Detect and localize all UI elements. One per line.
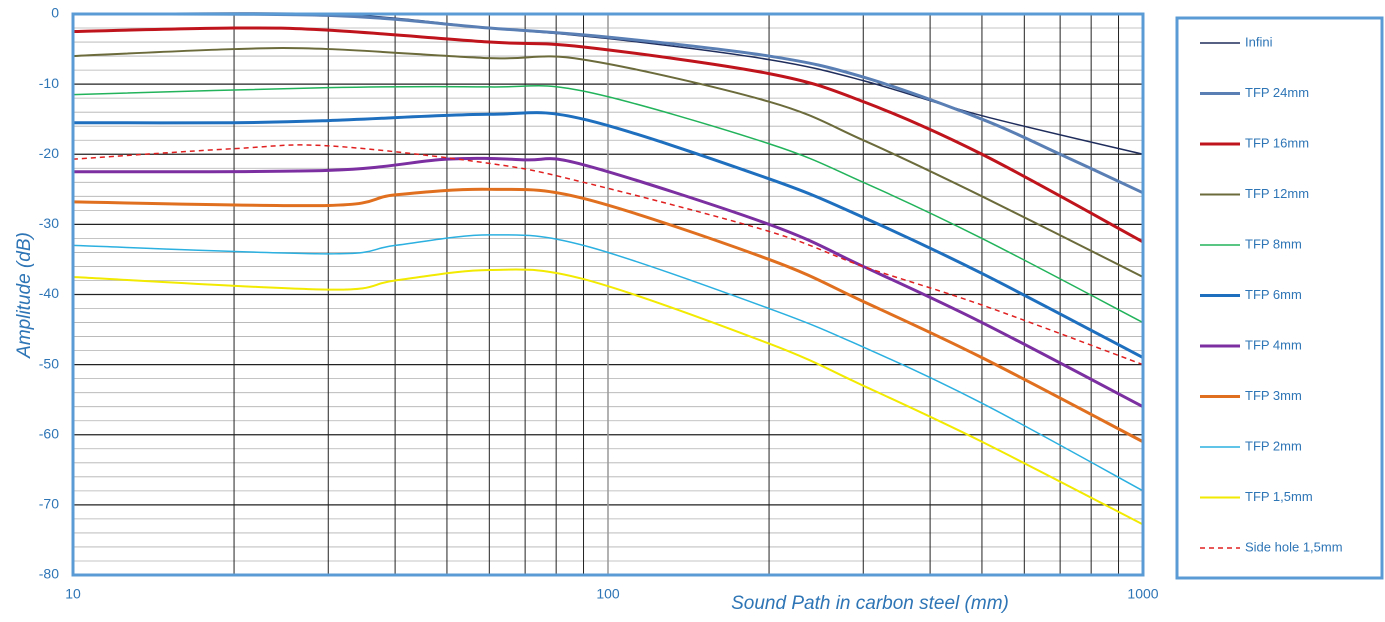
- y-tick-label: -80: [39, 566, 59, 582]
- legend-box: [1175, 16, 1384, 580]
- series-line: [72, 84, 1144, 324]
- x-tick-label: 1000: [1127, 586, 1158, 602]
- legend-label: TFP 2mm: [1245, 438, 1302, 453]
- legend-label: TFP 24mm: [1245, 85, 1309, 100]
- series-line: [72, 156, 1144, 409]
- y-tick-label: -20: [39, 145, 59, 161]
- legend-label: TFP 6mm: [1245, 287, 1302, 302]
- series-line: [72, 26, 1144, 244]
- y-tick-label: -70: [39, 496, 59, 512]
- y-tick-label: 0: [51, 5, 59, 21]
- x-axis-title: Sound Path in carbon steel (mm): [731, 593, 1009, 614]
- series-line: [72, 47, 1144, 278]
- y-axis-title: Amplitude (dB): [14, 232, 35, 359]
- y-tick-label: -10: [39, 75, 59, 91]
- legend-label: TFP 3mm: [1245, 388, 1302, 403]
- series-line: [72, 187, 1144, 444]
- x-tick-label: 10: [65, 586, 81, 602]
- y-tick-label: -50: [39, 355, 59, 371]
- legend-label: TFP 8mm: [1245, 236, 1302, 251]
- y-tick-label: -30: [39, 215, 59, 231]
- series-line: [72, 268, 1144, 526]
- plot-border: [71, 12, 1145, 577]
- series-line: [72, 234, 1144, 492]
- y-tick-label: -40: [39, 285, 59, 301]
- legend-label: Infini: [1245, 34, 1273, 49]
- x-tick-label: 100: [596, 586, 620, 602]
- legend-label: TFP 1,5mm: [1245, 489, 1313, 504]
- legend-label: TFP 4mm: [1245, 337, 1302, 352]
- legend-label: TFP 12mm: [1245, 186, 1309, 201]
- legend-label: TFP 16mm: [1245, 135, 1309, 150]
- y-tick-label: -60: [39, 425, 59, 441]
- series-line: [72, 144, 1144, 366]
- series-line: [72, 111, 1144, 359]
- legend-label: Side hole 1,5mm: [1245, 539, 1343, 554]
